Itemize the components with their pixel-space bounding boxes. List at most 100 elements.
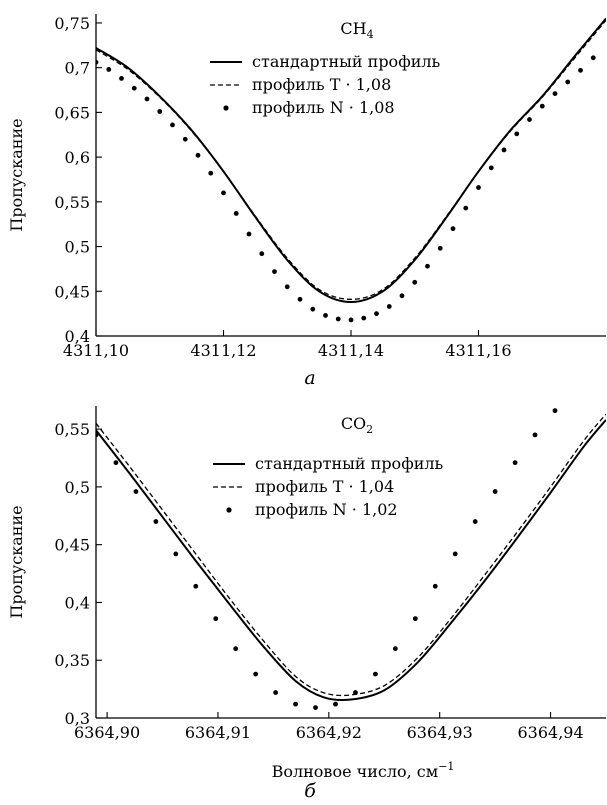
- data-point: [514, 131, 520, 137]
- y-axis-label: Пропускание: [7, 118, 26, 231]
- data-point: [96, 59, 99, 65]
- data-point: [213, 616, 219, 622]
- data-point: [425, 263, 430, 269]
- data-point: [333, 701, 338, 707]
- data-point: [233, 211, 239, 216]
- y-tick-label: 0,5: [65, 478, 90, 497]
- x-tick-label: 6364,94: [517, 723, 583, 742]
- legend-label: профиль N · 1,08: [252, 98, 395, 117]
- x-tick-label: 4311,14: [318, 341, 384, 360]
- y-tick-label: 0,6: [65, 148, 90, 167]
- data-point: [170, 122, 175, 128]
- y-tick-label: 0,55: [54, 193, 90, 212]
- data-point: [527, 117, 532, 122]
- data-point: [182, 136, 188, 142]
- data-point: [253, 671, 259, 677]
- data-point: [233, 646, 239, 652]
- data-point: [488, 165, 494, 171]
- legend-label: стандартный профиль: [252, 52, 441, 71]
- panel-label: а: [304, 367, 315, 389]
- data-point: [432, 583, 438, 589]
- x-axis-label-superscript: −1: [438, 760, 454, 773]
- data-point: [392, 646, 398, 652]
- x-tick-label: 6364,90: [74, 723, 140, 742]
- data-point: [323, 313, 328, 318]
- y-tick-label: 0,75: [54, 14, 90, 33]
- legend-label: профиль N · 1,02: [255, 500, 398, 519]
- data-point: [412, 616, 418, 622]
- x-tick-label: 6364,92: [296, 723, 362, 742]
- data-point: [539, 103, 545, 109]
- data-point: [208, 170, 214, 176]
- x-tick-label: 4311,10: [63, 341, 129, 360]
- data-point: [372, 671, 378, 677]
- data-point: [273, 690, 279, 695]
- y-tick-label: 0,45: [54, 536, 90, 555]
- data-point: [476, 185, 481, 190]
- data-point: [313, 705, 318, 710]
- data-point: [492, 489, 498, 494]
- data-point: [310, 306, 316, 312]
- data-point: [297, 296, 303, 302]
- plot-area: [96, 17, 606, 323]
- legend-label: профиль T · 1,08: [252, 75, 391, 94]
- data-point: [399, 293, 405, 299]
- panel-label: б: [304, 780, 316, 802]
- chart-title-subscript: 4: [367, 28, 374, 41]
- data-point: [353, 690, 358, 695]
- series-line-standard: [96, 17, 606, 304]
- panel-b: 0,3 0,35 0,4 0,45 0,5 0,55 6364,90 6364,91 6364,…: [7, 369, 606, 802]
- data-point: [144, 96, 150, 102]
- data-point: [452, 551, 458, 557]
- data-point: [552, 91, 558, 97]
- chart-title-subscript: 2: [366, 423, 373, 436]
- y-tick-label: 0,3: [65, 709, 90, 728]
- data-point: [374, 311, 379, 317]
- data-point: [512, 460, 518, 466]
- y-axis-label: Пропускание: [7, 505, 26, 618]
- data-point: [573, 386, 578, 391]
- y-tick-label: 0,7: [65, 59, 90, 78]
- legend-swatch-dot: [223, 105, 229, 111]
- data-point: [195, 152, 201, 158]
- data-point: [133, 489, 139, 494]
- data-point: [412, 279, 418, 285]
- x-tick-label: 4311,12: [190, 341, 256, 360]
- data-point: [437, 245, 443, 251]
- data-point: [119, 76, 124, 81]
- data-point: [348, 317, 354, 323]
- data-point: [565, 79, 571, 85]
- data-point: [221, 190, 226, 196]
- y-tick-label: 0,65: [54, 103, 90, 122]
- data-point: [552, 408, 558, 414]
- data-point: [193, 583, 199, 589]
- data-point: [246, 231, 252, 237]
- data-point: [450, 226, 456, 232]
- data-point: [173, 551, 179, 557]
- data-point: [131, 85, 137, 91]
- legend-label: профиль T · 1,04: [255, 477, 394, 496]
- data-point: [272, 269, 277, 274]
- series-line-dashed: [96, 19, 606, 300]
- y-tick-label: 0,45: [54, 282, 90, 301]
- data-point: [335, 316, 341, 322]
- data-point: [293, 701, 298, 707]
- panel-a: 0,4 0,45 0,5 0,55 0,6 0,65 0,7 0,75 4311,10 4311,…: [7, 14, 606, 389]
- plot-area: [96, 369, 606, 710]
- data-point: [590, 55, 596, 61]
- y-tick-label: 0,55: [54, 420, 90, 439]
- data-point: [532, 432, 538, 438]
- data-point: [153, 519, 159, 524]
- series-line-dashed: [96, 413, 606, 697]
- data-point: [472, 519, 478, 524]
- data-point: [501, 147, 507, 153]
- chart-title: CO2: [341, 414, 373, 436]
- x-tick-label: 4311,16: [445, 341, 511, 360]
- data-point: [157, 109, 163, 114]
- data-point: [593, 369, 598, 374]
- data-point: [386, 304, 392, 309]
- data-point: [463, 205, 469, 211]
- data-point: [284, 284, 290, 290]
- x-axis-label: Волновое число, см−1: [272, 760, 455, 781]
